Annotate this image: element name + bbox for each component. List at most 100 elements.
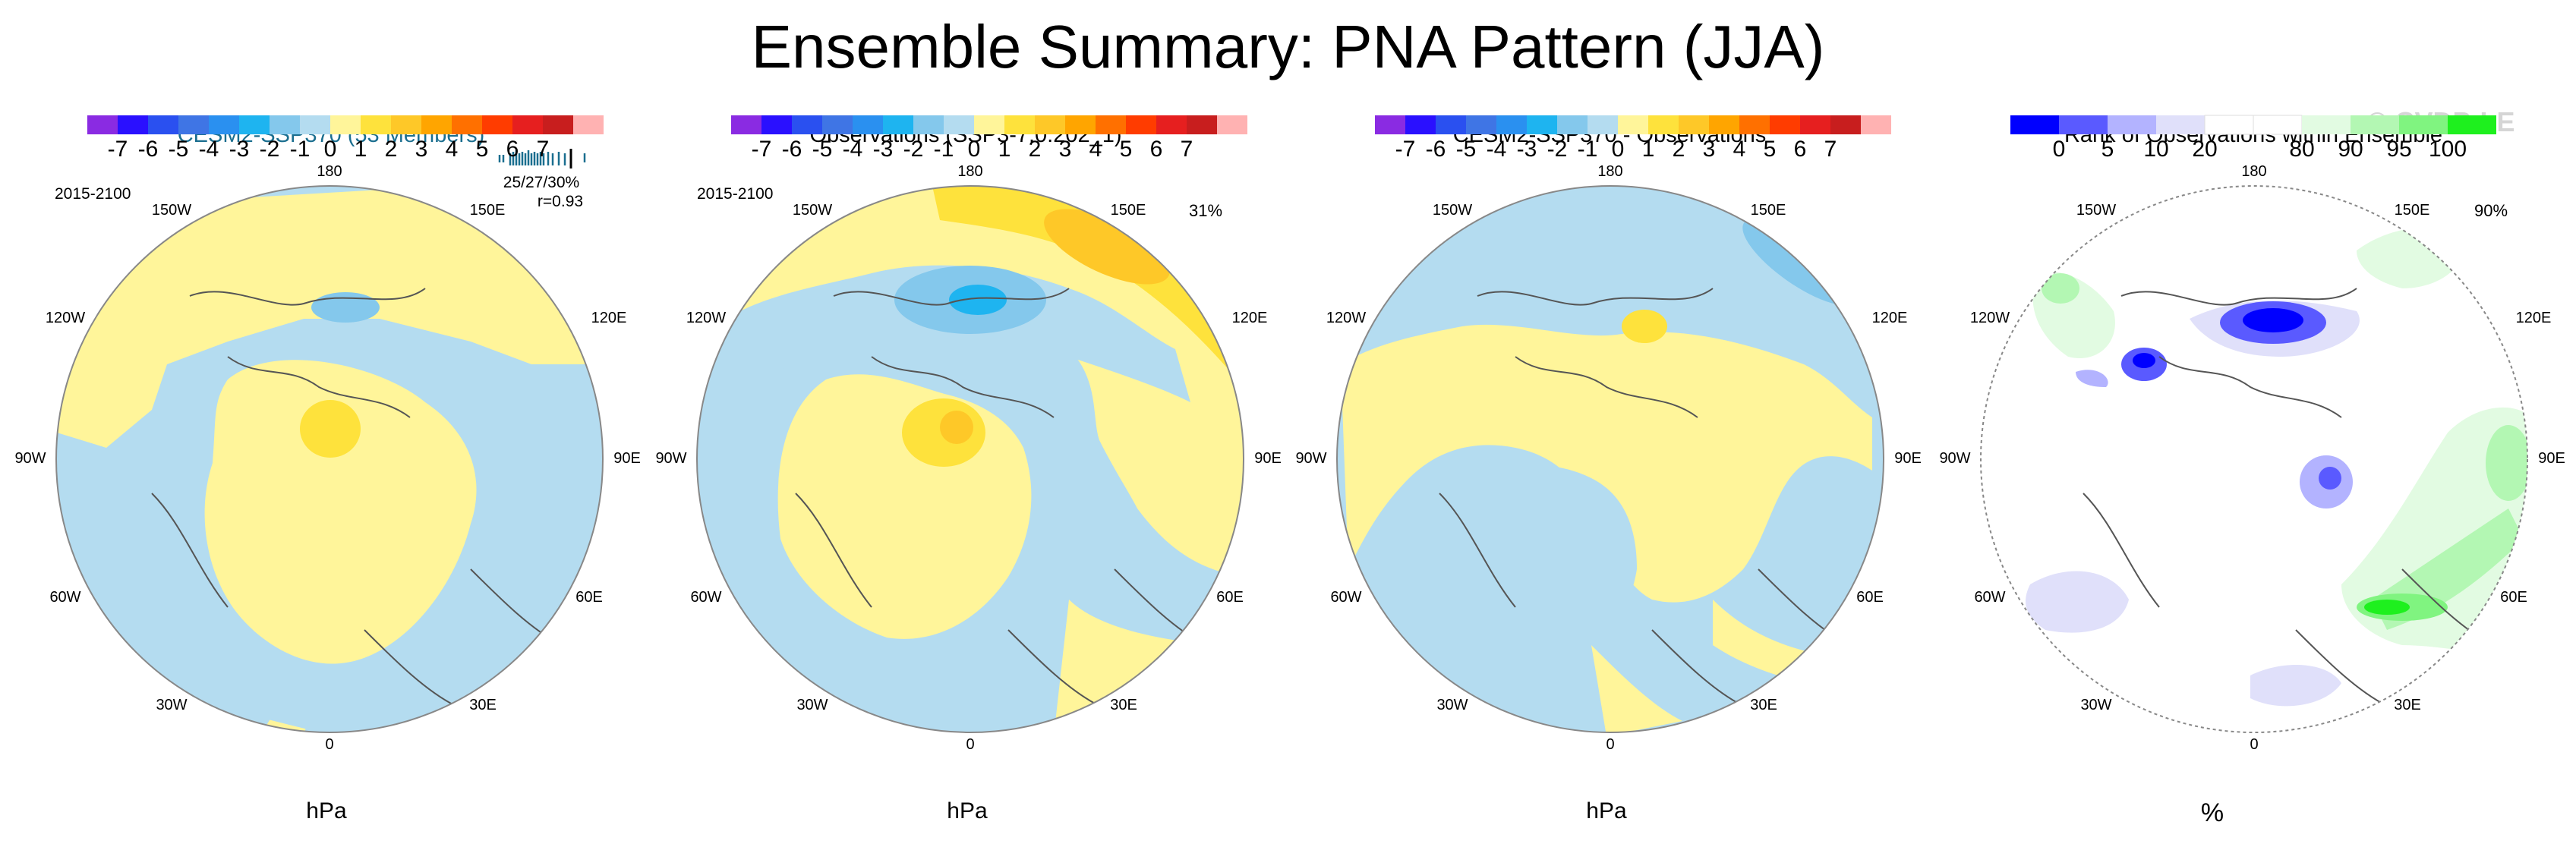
positive-core-pacific: [1044, 209, 1170, 285]
colorbar-swatch: [573, 115, 604, 134]
lon-label: 60W: [1974, 589, 2005, 606]
lon-label: 30E: [2394, 697, 2421, 713]
colorbar-swatch: [2302, 115, 2351, 134]
lon-label: 180: [2241, 163, 2266, 180]
lon-label: 150W: [2076, 202, 2116, 219]
panel-observations: Observations (SSP3-7.0.202_1) 180 150E 1…: [644, 114, 1288, 842]
colorbar-tick-label: 90: [2338, 137, 2363, 159]
colorbar-tick-label: 95: [2386, 137, 2411, 159]
colorbar-swatch: [1405, 115, 1436, 134]
colorbar-swatch: [1126, 115, 1156, 134]
lon-label: 120E: [1872, 310, 1908, 326]
colorbar-swatch: [1187, 115, 1217, 134]
colorbar-swatch: [482, 115, 512, 134]
lon-label: 90W: [1295, 450, 1326, 467]
colorbar-swatch: [1588, 115, 1618, 134]
colorbar-tick-label: -5: [812, 137, 833, 159]
colorbar-tick-label: 5: [1764, 137, 1777, 159]
colorbar-swatch: [1830, 115, 1861, 134]
lon-label: 0: [2250, 736, 2258, 753]
colorbar-tick-label: -4: [1487, 137, 1507, 159]
colorbar-tick-label: 6: [1794, 137, 1807, 159]
lon-label: 60W: [690, 589, 721, 606]
colorbar-swatch: [974, 115, 1004, 134]
colorbar-swatch: [1648, 115, 1679, 134]
colorbar-swatch: [2253, 115, 2303, 135]
colorbar-tick-label: -4: [843, 137, 863, 159]
colorbar-tick-label: -6: [138, 137, 159, 159]
lon-label: 150E: [1111, 202, 1146, 219]
colorbar-tick-label: 2: [385, 137, 398, 159]
lon-label: 60E: [2500, 589, 2527, 606]
colorbar-tick-label: 4: [446, 137, 459, 159]
panel-ensemble-mean: CESM2-SSP370 (53 Members) 180 150E 120E …: [0, 114, 644, 842]
colorbar-tick-label: 3: [1059, 137, 1072, 159]
map-border: [1980, 185, 2528, 733]
positive-region: [1341, 324, 1872, 603]
colorbar-swatch: [2399, 115, 2448, 134]
highest-rank-core: [2364, 600, 2410, 615]
colorbar-tick-label: -7: [1395, 137, 1416, 159]
coastlines: [151, 288, 563, 707]
map-ensemble: 180 150E 120E 90E 60E 30E 0 30W 60W 90W …: [14, 149, 641, 753]
colorbar-swatch: [2059, 115, 2108, 134]
main-title: Ensemble Summary: PNA Pattern (JJA): [751, 13, 1825, 80]
coastlines: [2083, 288, 2494, 707]
colorbar-tick-label: 0: [1612, 137, 1625, 159]
low-rank-region: [2026, 571, 2129, 633]
lon-label: 30W: [156, 697, 187, 713]
map-border: [1336, 185, 1884, 733]
colorbar-tick-label: -4: [199, 137, 219, 159]
lon-label: 30E: [469, 697, 497, 713]
colorbar-tick-label: 7: [1824, 137, 1837, 159]
colorbar-tick-label: -2: [1547, 137, 1568, 159]
coastlines: [1439, 288, 1850, 707]
colorbar-tick-label: 2: [1029, 137, 1042, 159]
colorbar-swatch: [1035, 115, 1065, 134]
colorbar-tick-label: -6: [1426, 137, 1446, 159]
percent-label: 31%: [1189, 201, 1222, 220]
colorbar-swatch: [2010, 115, 2059, 134]
lon-label: 60W: [49, 589, 80, 606]
colorbar-tick-label: 1: [1642, 137, 1655, 159]
colorbar-swatch: [1709, 115, 1739, 134]
colorbar-swatch: [2351, 115, 2399, 134]
stats-label: 25/27/30%: [503, 174, 579, 191]
colorbar-tick-label: 3: [415, 137, 428, 159]
colorbar-tick-label: 1: [355, 137, 367, 159]
lon-label: 180: [1597, 163, 1622, 180]
lon-label: 90W: [655, 450, 686, 467]
colorbar-swatch: [1156, 115, 1187, 134]
colorbar-tick-label: 80: [2289, 137, 2314, 159]
colorbar-swatch: [731, 115, 761, 134]
panel-rank: Rank of Observations within Ensemble: [1931, 114, 2575, 842]
positive-center: [300, 400, 361, 458]
lon-label: 60W: [1330, 589, 1361, 606]
colorbar-swatch: [822, 115, 853, 134]
colorbar-tick-label: 5: [476, 137, 489, 159]
colorbar-tick-label: 5: [2101, 137, 2114, 159]
lon-label: 0: [325, 736, 333, 753]
map-rank: 180 150E 120E 90E 60E 30E 0 30W 60W 90W …: [1939, 163, 2565, 753]
lon-label: 60E: [575, 589, 603, 606]
colorbar-units: %: [2200, 798, 2224, 827]
colorbar-tick-label: -3: [229, 137, 250, 159]
colorbar-swatch: [1217, 115, 1247, 134]
negative-core: [949, 285, 1007, 315]
lon-label: 30E: [1110, 697, 1137, 713]
colorbar-swatch: [1557, 115, 1588, 134]
colorbar: -7 -6 -5 -4 -3 -2 -1 0 1 2 3 4 5 6 7: [87, 115, 604, 159]
colorbar-swatch: [1679, 115, 1709, 134]
colorbar-swatch: [1770, 115, 1800, 134]
colorbar-swatch: [239, 115, 270, 134]
colorbar: -7 -6 -5 -4 -3 -2 -1 0 1 2 3 4 5 6 7: [1375, 115, 1891, 159]
lon-label: 120W: [1970, 310, 2010, 326]
lon-label: 180: [317, 163, 342, 180]
lon-label: 30W: [1436, 697, 1468, 713]
colorbar-tick-label: 4: [1089, 137, 1102, 159]
colorbar-swatch: [421, 115, 452, 134]
period-label: 2015-2100: [697, 185, 773, 203]
colorbar-swatch: [300, 115, 330, 134]
lon-label: 60E: [1216, 589, 1244, 606]
lon-label: 90E: [1254, 450, 1282, 467]
